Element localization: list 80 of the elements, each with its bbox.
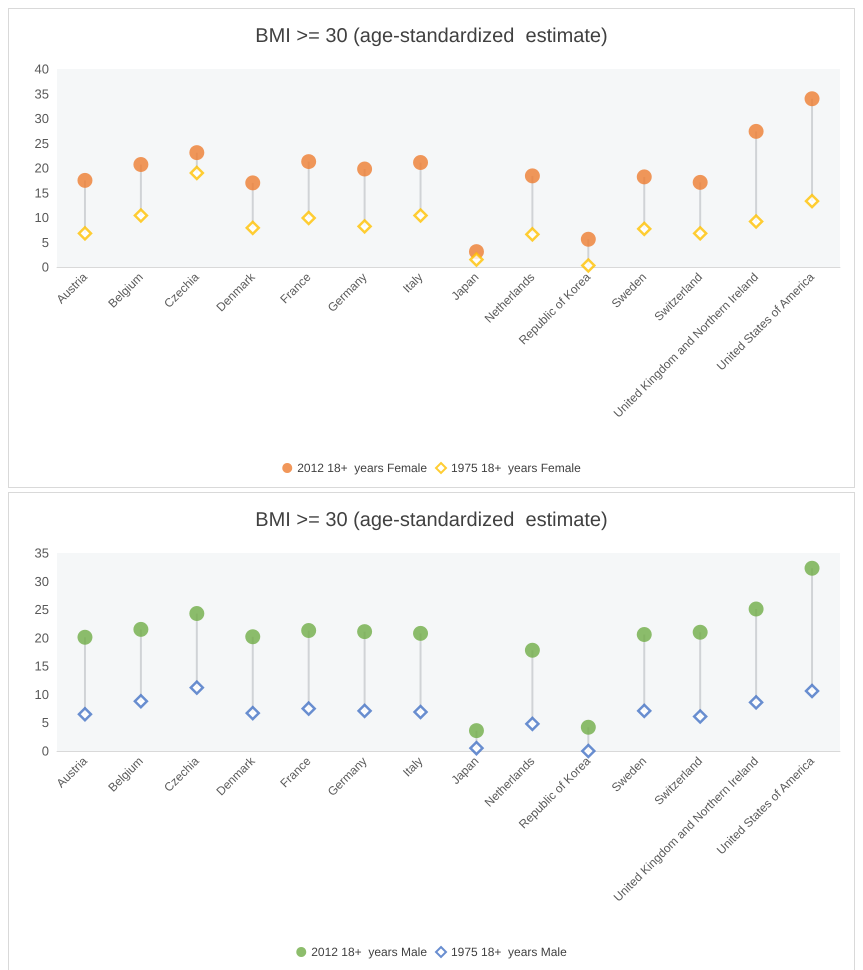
point	[748, 695, 764, 710]
point	[525, 716, 540, 732]
point	[692, 226, 708, 241]
point	[580, 720, 596, 735]
point	[301, 210, 316, 226]
point	[357, 704, 372, 718]
legend-label: 2012 18+ years Male	[311, 945, 428, 959]
point	[636, 626, 652, 642]
y-tick-label: 20	[34, 630, 49, 646]
point	[357, 219, 372, 234]
point	[637, 704, 652, 718]
y-tick-label: 0	[42, 260, 49, 274]
point	[804, 194, 820, 208]
chart-title: BMI >= 30 (age-standardized estimate)	[255, 25, 608, 47]
point	[133, 622, 148, 637]
point	[692, 709, 708, 724]
point	[804, 91, 820, 106]
y-tick-label: 35	[34, 546, 49, 560]
y-tick-label: 35	[34, 86, 49, 102]
point	[134, 694, 148, 708]
point	[246, 220, 260, 236]
y-tick-label: 20	[34, 160, 49, 176]
point	[469, 252, 484, 267]
point	[413, 626, 428, 641]
point	[468, 723, 484, 738]
legend-label: 1975 18+ years Female	[451, 461, 582, 475]
point	[78, 706, 92, 722]
point	[245, 629, 260, 644]
point	[413, 155, 428, 170]
point	[189, 606, 204, 622]
point	[78, 226, 92, 241]
point	[301, 623, 316, 638]
point	[246, 706, 260, 720]
point	[524, 168, 540, 184]
point	[245, 175, 260, 190]
point	[413, 704, 428, 720]
legend-label: 2012 18+ years Female	[297, 461, 428, 475]
y-tick-label: 30	[34, 574, 49, 589]
y-tick-label: 5	[42, 234, 49, 250]
point	[413, 208, 428, 223]
point	[134, 208, 148, 223]
point	[301, 154, 316, 170]
y-tick-label: 0	[42, 744, 49, 758]
y-tick-label: 15	[34, 658, 49, 674]
point	[469, 740, 484, 756]
y-tick-label: 10	[34, 210, 49, 225]
point	[804, 560, 820, 576]
x-tick-label: Italy	[400, 754, 426, 780]
point	[189, 145, 204, 160]
point	[77, 630, 92, 645]
point	[692, 624, 708, 640]
x-tick-label: Italy	[400, 270, 426, 296]
y-tick-label: 40	[34, 62, 49, 76]
point	[133, 157, 148, 172]
point	[748, 214, 764, 229]
y-tick-label: 30	[34, 111, 49, 126]
point	[524, 642, 540, 658]
point	[525, 227, 540, 242]
point	[190, 680, 204, 695]
y-tick-label: 5	[42, 715, 49, 730]
chart-title: BMI >= 30 (age-standardized estimate)	[255, 509, 608, 531]
point	[357, 624, 372, 640]
point	[748, 124, 764, 139]
point	[190, 166, 204, 180]
point	[804, 684, 820, 698]
y-tick-label: 15	[34, 185, 49, 200]
y-tick-label: 10	[34, 686, 49, 702]
point	[580, 232, 596, 247]
point	[581, 258, 596, 273]
legend-label: 1975 18+ years Male	[451, 945, 568, 959]
point	[77, 172, 92, 188]
point	[637, 222, 652, 236]
point	[301, 701, 316, 716]
point	[636, 169, 652, 184]
y-tick-label: 25	[34, 136, 49, 151]
point	[581, 744, 596, 758]
point	[692, 174, 708, 190]
y-tick-label: 25	[34, 602, 49, 618]
point	[748, 602, 764, 616]
point	[357, 161, 372, 176]
